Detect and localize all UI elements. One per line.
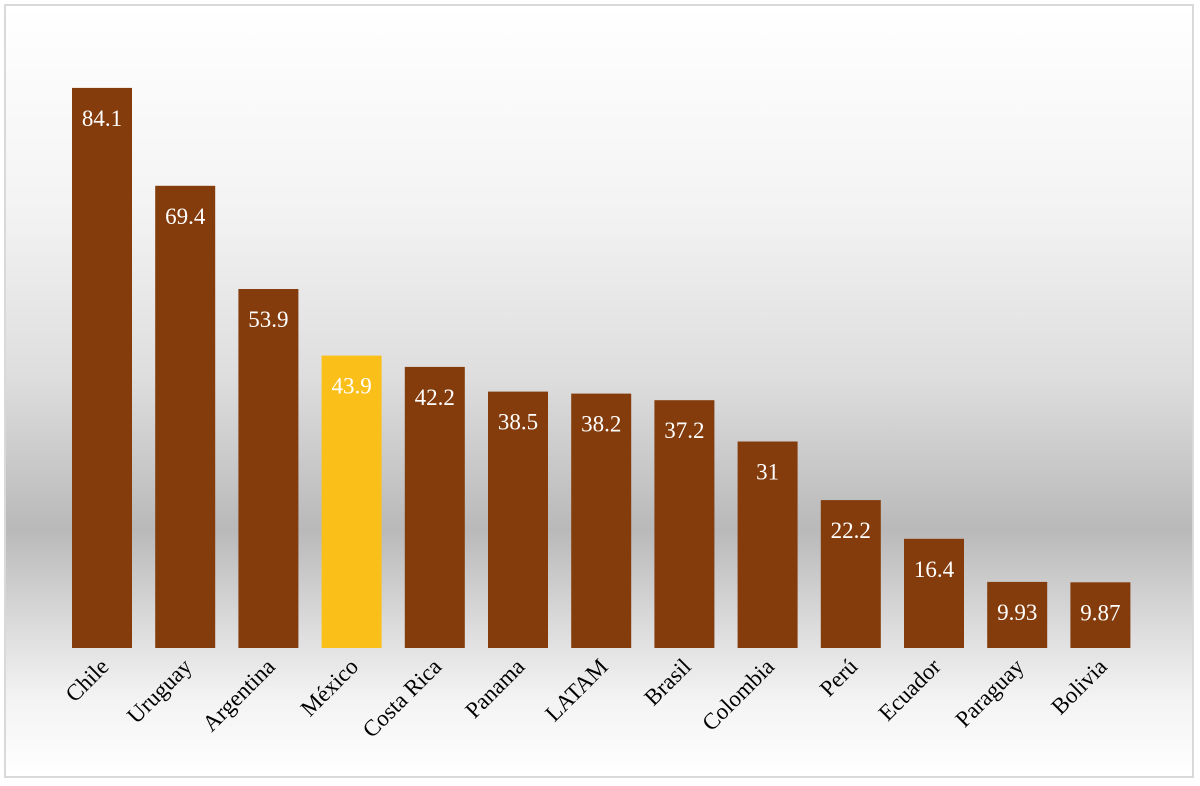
bar-ecuador	[904, 538, 964, 648]
x-tick-label-uruguay: Uruguay	[122, 654, 197, 729]
x-tick-label-colombia: Colombia	[697, 654, 779, 736]
x-tick-label-peru: Perú	[815, 654, 863, 702]
x-tick-label-ecuador: Ecuador	[874, 654, 946, 726]
x-tick-label-brasil: Brasil	[639, 654, 696, 711]
bar-costa-rica	[404, 366, 465, 648]
bar-colombia	[737, 441, 798, 648]
data-label-ecuador: 16.4	[914, 557, 955, 582]
value-labels-layer: 84.1 69.4 53.9 43.9 42.2 38.5 38.2 37.2 31 22.2 16…	[82, 106, 1121, 625]
data-label-latam: 38.2	[581, 412, 621, 437]
x-tick-label-latam: LATAM	[540, 654, 612, 726]
bar-bolivia	[1070, 582, 1131, 648]
bar-brasil	[654, 400, 715, 648]
bars-layer	[72, 87, 1131, 649]
bar-uruguay	[155, 185, 216, 649]
data-label-bolivia: 9.87	[1080, 600, 1120, 625]
x-tick-label-bolivia: Bolivia	[1046, 654, 1112, 720]
x-tick-label-panama: Panama	[460, 654, 529, 723]
bar-latam	[571, 393, 632, 648]
x-tick-label-chile: Chile	[61, 654, 114, 707]
data-label-mexico: 43.9	[331, 374, 371, 399]
data-label-uruguay: 69.4	[165, 204, 206, 229]
bar-peru	[820, 500, 881, 648]
data-label-paraguay: 9.93	[997, 600, 1037, 625]
bar-argentina	[238, 289, 299, 648]
x-tick-label-mexico: México	[296, 654, 363, 721]
bar-mexico	[321, 355, 382, 648]
x-tick-label-costa-rica: Costa Rica	[358, 654, 447, 743]
bar-panama	[488, 391, 548, 648]
data-label-panama: 38.5	[498, 410, 538, 435]
bar-chile	[72, 87, 132, 648]
data-label-argentina: 53.9	[248, 307, 288, 332]
data-label-costa-rica: 42.2	[415, 385, 455, 410]
data-label-peru: 22.2	[831, 518, 871, 543]
data-label-colombia: 31	[756, 460, 779, 485]
data-label-chile: 84.1	[82, 106, 122, 131]
bar-paraguay	[987, 581, 1048, 648]
data-label-brasil: 37.2	[664, 418, 704, 443]
x-tick-label-argentina: Argentina	[198, 654, 280, 736]
x-tick-label-paraguay: Paraguay	[951, 654, 1030, 733]
